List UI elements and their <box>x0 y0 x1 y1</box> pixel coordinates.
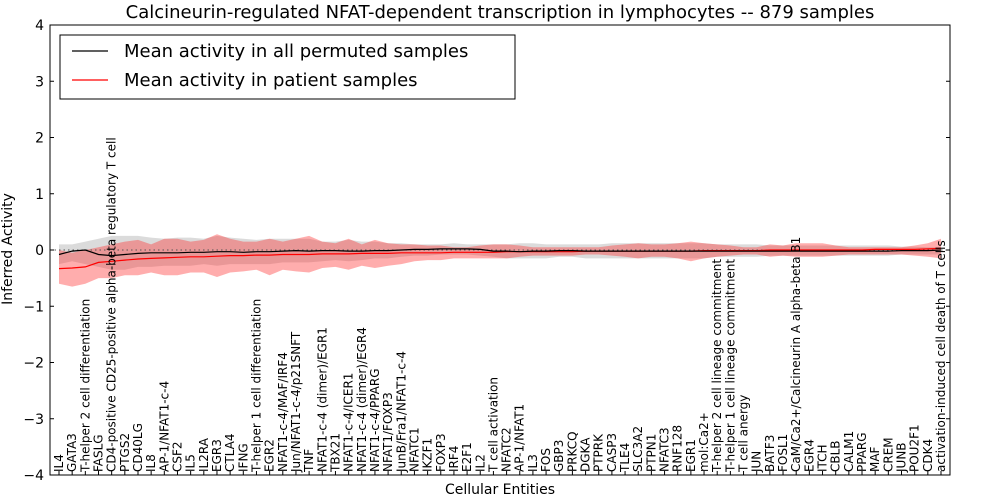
y-tick-label: −1 <box>23 299 44 315</box>
y-axis-label: Inferred Activity <box>0 193 16 305</box>
category-label: CREM <box>881 437 895 472</box>
category-label: CDK4 <box>921 439 935 472</box>
category-label: PRKCQ <box>565 431 579 472</box>
category-label: Jun/NFAT1-c-4/p21SNFT <box>289 331 303 473</box>
category-label: T-helper 2 cell differentiation <box>78 299 92 473</box>
category-label: AP-1/NFAT1-c-4 <box>157 381 171 472</box>
category-label: CTLA4 <box>223 433 237 472</box>
category-label: IKZF1 <box>421 438 435 472</box>
plot-area <box>50 234 950 287</box>
category-label: JUN <box>750 451 764 473</box>
y-tick-label: −4 <box>23 468 44 484</box>
category-label: TBX21 <box>328 433 342 473</box>
category-label: PTPRK <box>592 433 606 472</box>
category-label: NFAT1-c-4/MAF/IRF4 <box>276 352 290 472</box>
category-label: NFAT1-c-4 (dimer)/EGR1 <box>315 327 329 472</box>
y-tick-label: 4 <box>35 18 44 34</box>
category-label: E2F1 <box>460 442 474 472</box>
category-label: PTPN1 <box>644 434 658 472</box>
category-label: T cell activation <box>486 377 500 473</box>
category-label: GATA3 <box>65 433 79 472</box>
x-category-labels: IL4 GATA3 T-helper 2 cell differentiation F… <box>52 137 948 475</box>
y-tick-label: −2 <box>23 356 44 372</box>
category-label: FOSL1 <box>776 434 790 472</box>
category-label: POU2F1 <box>908 424 922 472</box>
permuted-mean-line <box>58 248 942 257</box>
y-axis-ticks: −4 −3 −2 −1 0 1 2 3 4 <box>23 18 950 484</box>
category-label: PPARG <box>855 432 869 472</box>
category-label: FOXP3 <box>434 433 448 472</box>
category-label: mol:Ca2+ <box>697 412 711 472</box>
category-label: CBLB <box>829 440 843 472</box>
category-label: IL2RA <box>197 437 211 472</box>
category-label: CALM1 <box>842 431 856 472</box>
category-label: EGR2 <box>263 439 277 472</box>
category-label: IL2 <box>473 454 487 472</box>
category-label: GBP3 <box>552 440 566 472</box>
category-label: T-helper 1 cell lineage commitment <box>723 259 737 473</box>
y-tick-label: 2 <box>35 131 44 147</box>
category-label: IL8 <box>144 454 158 472</box>
legend: Mean activity in all permuted samples Me… <box>59 34 516 100</box>
category-label: BATF3 <box>763 435 777 472</box>
permuted-range-band <box>59 235 941 270</box>
category-label: PTGS2 <box>118 433 132 472</box>
category-label: RNF128 <box>671 425 685 472</box>
category-label: ITCH <box>816 444 830 472</box>
category-label: FASLG <box>91 434 105 472</box>
category-label: CASP3 <box>605 433 619 472</box>
category-label: FOS <box>539 448 553 472</box>
category-label: CaM/Ca2+/Calcineurin A alpha-beta B1 <box>789 237 803 472</box>
category-label: NFAT1-c-4 (dimer)/EGR4 <box>355 327 369 472</box>
category-label: NFATC2 <box>500 427 514 472</box>
category-label: T-helper 1 cell differentiation <box>249 299 263 473</box>
category-label: JunB/Fra1/NFAT1-c-4 <box>394 351 408 473</box>
plot-frame <box>49 24 951 476</box>
category-label: EGR1 <box>684 439 698 472</box>
category-label: NFAT1-c-4/ICER1 <box>342 373 356 472</box>
legend-box <box>59 34 516 100</box>
category-label: T-helper 2 cell lineage commitment <box>710 259 724 473</box>
legend-label-permuted: Mean activity in all permuted samples <box>124 41 468 62</box>
category-label: EGR4 <box>802 439 816 472</box>
category-label: NFAT1-c-4/PPARG <box>368 368 382 472</box>
patient-mean-line <box>58 247 942 270</box>
category-label: TNF <box>302 449 316 473</box>
y-tick-label: 1 <box>35 187 44 203</box>
category-label: IL5 <box>184 454 198 472</box>
category-label: IL4 <box>52 454 66 472</box>
category-label: IL3 <box>526 454 540 472</box>
legend-label-patient: Mean activity in patient samples <box>124 70 418 91</box>
category-label: CD4-positive CD25-positive alpha-beta re… <box>105 137 119 472</box>
category-label: CD40LG <box>131 423 145 472</box>
category-label: CSF2 <box>170 441 184 472</box>
y-tick-label: 3 <box>35 74 44 90</box>
category-label: SLC3A2 <box>631 426 645 472</box>
category-label: NFAT1/FOXP3 <box>381 392 395 472</box>
patient-range-band <box>59 234 941 287</box>
category-label: IRF4 <box>447 446 461 472</box>
x-axis-label: Cellular Entities <box>445 482 555 498</box>
category-label: IFNG <box>236 443 250 472</box>
category-label: NFATC3 <box>658 427 672 472</box>
category-label: EGR3 <box>210 439 224 472</box>
category-label: AP-1/NFAT1 <box>513 404 527 472</box>
category-label: T cell anergy <box>737 395 751 473</box>
chart-title: Calcineurin-regulated NFAT-dependent tra… <box>126 2 875 23</box>
category-label: MAF <box>868 446 882 472</box>
category-label: NFATC1 <box>407 427 421 472</box>
category-label: JUNB <box>895 442 909 473</box>
category-label: DGKA <box>579 437 593 472</box>
y-tick-label: −3 <box>23 412 44 428</box>
y-tick-label: 0 <box>35 243 44 259</box>
category-label: activation-induced cell death of T cells <box>934 240 948 472</box>
category-label: TLE4 <box>618 443 632 473</box>
